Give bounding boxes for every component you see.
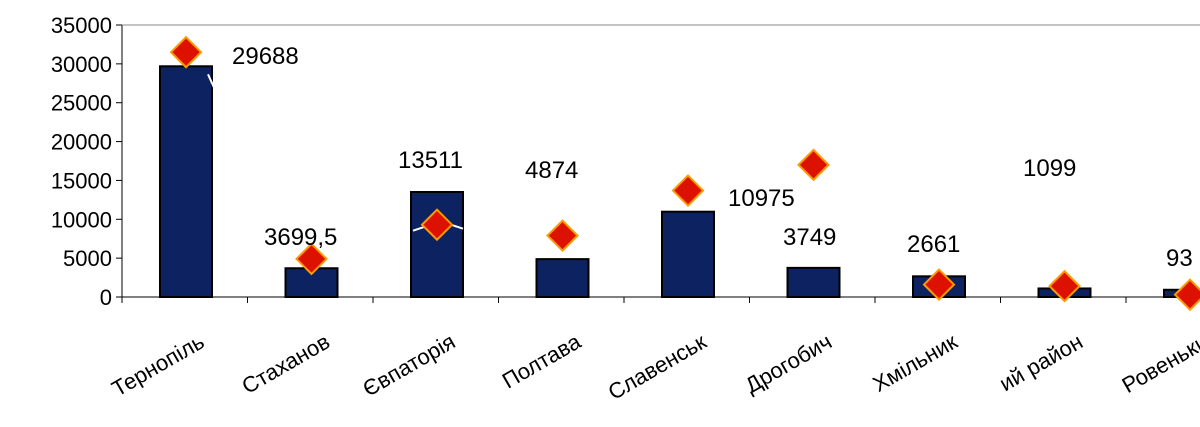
marker	[922, 268, 956, 301]
y-tick-label: 0	[100, 285, 112, 310]
y-tick-label: 10000	[51, 207, 112, 232]
marker	[295, 242, 328, 276]
category-label: Ровеньки	[1118, 329, 1200, 398]
label-leader	[207, 73, 219, 97]
marker	[420, 208, 454, 242]
category-label: Євпаторія	[358, 329, 459, 402]
marker	[1173, 278, 1200, 312]
bar	[786, 266, 841, 299]
y-tick-label: 20000	[51, 130, 112, 155]
y-tick-label: 15000	[51, 168, 112, 193]
category-label: Тернопіль	[108, 329, 209, 402]
bar	[661, 210, 715, 298]
bar	[159, 65, 213, 298]
markers	[169, 35, 1200, 312]
y-axis-ticks: 0 5000 10000 15000 20000 25000 30000 35000	[51, 13, 122, 310]
data-label: 3699,5	[264, 224, 337, 251]
category-label: Хмільник	[868, 328, 961, 396]
bar	[535, 258, 590, 299]
category-label: Стаханов	[237, 329, 334, 399]
data-label: 13511	[398, 147, 463, 174]
bar	[410, 191, 464, 298]
data-label: 29688	[232, 43, 299, 70]
marker	[797, 148, 830, 182]
data-label: 1099	[1023, 155, 1076, 182]
category-label: ий район	[995, 329, 1087, 397]
data-label: 2661	[907, 231, 960, 258]
label-leader	[450, 223, 464, 230]
data-label: 93	[1166, 245, 1193, 272]
marker	[169, 35, 203, 69]
marker	[546, 219, 579, 253]
data-label: 4874	[525, 157, 578, 184]
category-label: Славенськ	[604, 328, 711, 404]
category-labels: Тернопіль Стаханов Євпаторія Полтава Славенс…	[108, 328, 1200, 404]
marker	[1048, 269, 1081, 303]
y-tick-label: 5000	[63, 246, 112, 271]
y-tick-label: 35000	[51, 13, 112, 38]
category-label: Дрогобич	[741, 329, 836, 398]
marker	[671, 174, 705, 207]
category-label: Полтава	[498, 328, 586, 393]
y-tick-label: 30000	[51, 52, 112, 77]
data-label: 10975	[728, 185, 795, 212]
y-tick-label: 25000	[51, 91, 112, 116]
data-label: 3749	[783, 224, 836, 251]
data-labels: 29688 3699,5 13511 4874 10975 3749 2661 1099 93	[232, 43, 1193, 272]
